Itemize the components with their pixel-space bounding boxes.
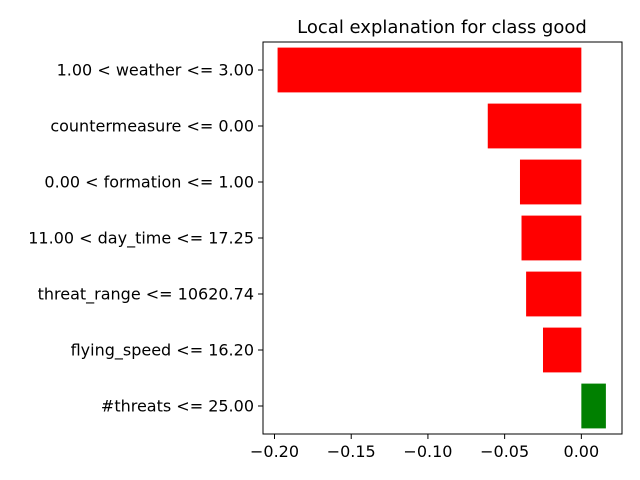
y-tick-label: 1.00 < weather <= 3.00 [57,61,254,80]
x-tick-label: −0.05 [480,442,529,461]
y-tick-label: countermeasure <= 0.00 [50,117,254,136]
bar-6 [542,327,582,373]
bar-2 [487,103,582,149]
y-tick-labels: 1.00 < weather <= 3.00 countermeasure <= … [28,61,263,416]
x-tick-label: −0.20 [250,442,299,461]
bar-1 [277,47,582,93]
bar-5 [526,271,582,317]
x-tick-label: −0.15 [327,442,376,461]
y-tick-label: flying_speed <= 16.20 [71,341,254,361]
bar-7 [581,383,606,429]
y-tick-label: #threats <= 25.00 [101,397,254,416]
bar-4 [521,215,582,261]
x-axis-ticks: −0.20 −0.15 −0.10 −0.05 0.00 [250,434,599,461]
bar-3 [519,159,582,205]
y-tick-label: threat_range <= 10620.74 [38,285,254,305]
y-tick-label: 11.00 < day_time <= 17.25 [28,229,254,249]
x-tick-label: −0.10 [403,442,452,461]
chart-title: Local explanation for class good [297,17,587,38]
x-tick-label: 0.00 [564,442,600,461]
bars-group [277,47,606,429]
y-tick-label: 0.00 < formation <= 1.00 [44,173,254,192]
